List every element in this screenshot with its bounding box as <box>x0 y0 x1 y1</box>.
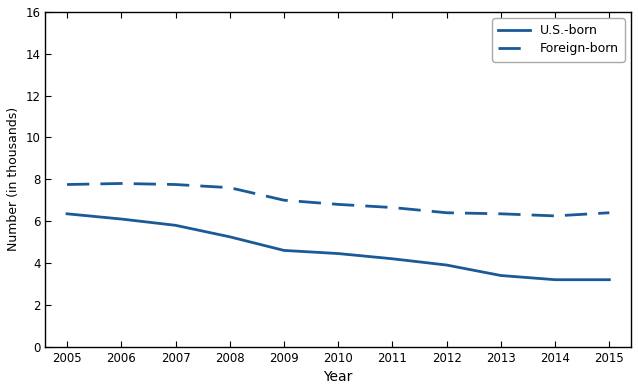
U.S.-born <box>497 273 505 278</box>
U.S.-born <box>551 277 559 282</box>
Foreign-born <box>605 210 613 215</box>
Foreign-born <box>389 205 396 210</box>
Line: U.S.-born: U.S.-born <box>67 214 609 280</box>
U.S.-born <box>389 256 396 261</box>
Foreign-born <box>551 213 559 218</box>
U.S.-born <box>63 212 71 216</box>
X-axis label: Year: Year <box>323 370 353 384</box>
U.S.-born <box>172 223 179 228</box>
U.S.-born <box>280 248 288 253</box>
Y-axis label: Number (in thousands): Number (in thousands) <box>7 107 20 251</box>
U.S.-born <box>117 217 125 221</box>
Foreign-born <box>334 202 342 207</box>
U.S.-born <box>226 235 234 239</box>
Foreign-born <box>117 181 125 186</box>
U.S.-born <box>443 263 450 267</box>
U.S.-born <box>334 251 342 256</box>
Foreign-born <box>63 182 71 187</box>
Foreign-born <box>226 185 234 190</box>
Foreign-born <box>280 198 288 203</box>
Foreign-born <box>443 210 450 215</box>
Foreign-born <box>497 212 505 216</box>
Legend: U.S.-born, Foreign-born: U.S.-born, Foreign-born <box>492 18 625 62</box>
Line: Foreign-born: Foreign-born <box>67 183 609 216</box>
U.S.-born <box>605 277 613 282</box>
Foreign-born <box>172 182 179 187</box>
